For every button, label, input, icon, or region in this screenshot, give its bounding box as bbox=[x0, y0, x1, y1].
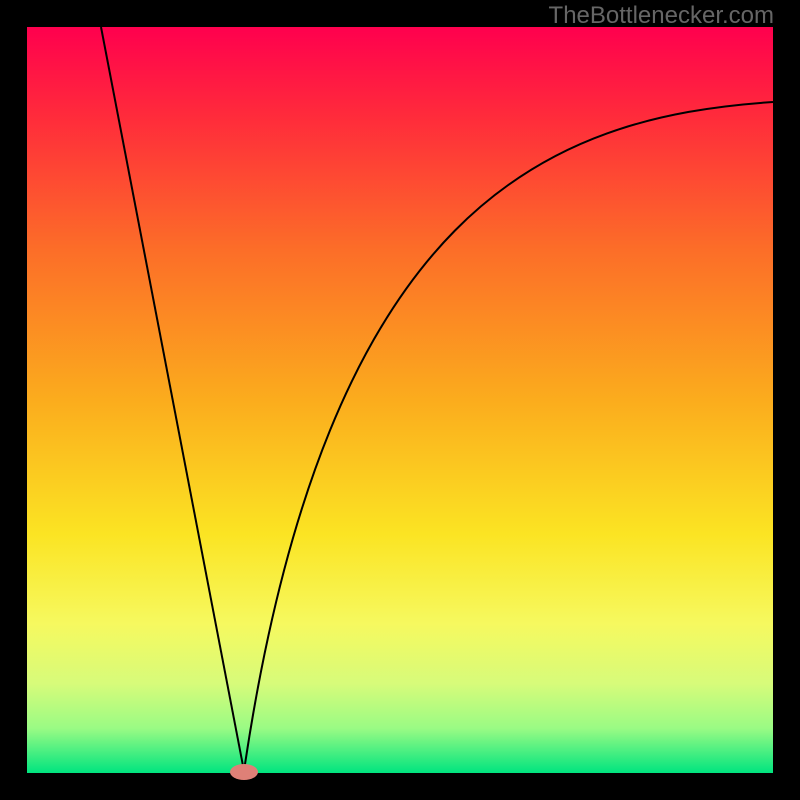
curve-left-segment bbox=[101, 27, 244, 771]
watermark-text: TheBottlenecker.com bbox=[549, 2, 774, 30]
curve-right-segment bbox=[244, 102, 773, 771]
chart-container: TheBottlenecker.com bbox=[0, 0, 800, 800]
plot-area bbox=[27, 27, 773, 773]
bottleneck-curve bbox=[27, 27, 773, 773]
optimal-point-marker bbox=[230, 764, 258, 780]
